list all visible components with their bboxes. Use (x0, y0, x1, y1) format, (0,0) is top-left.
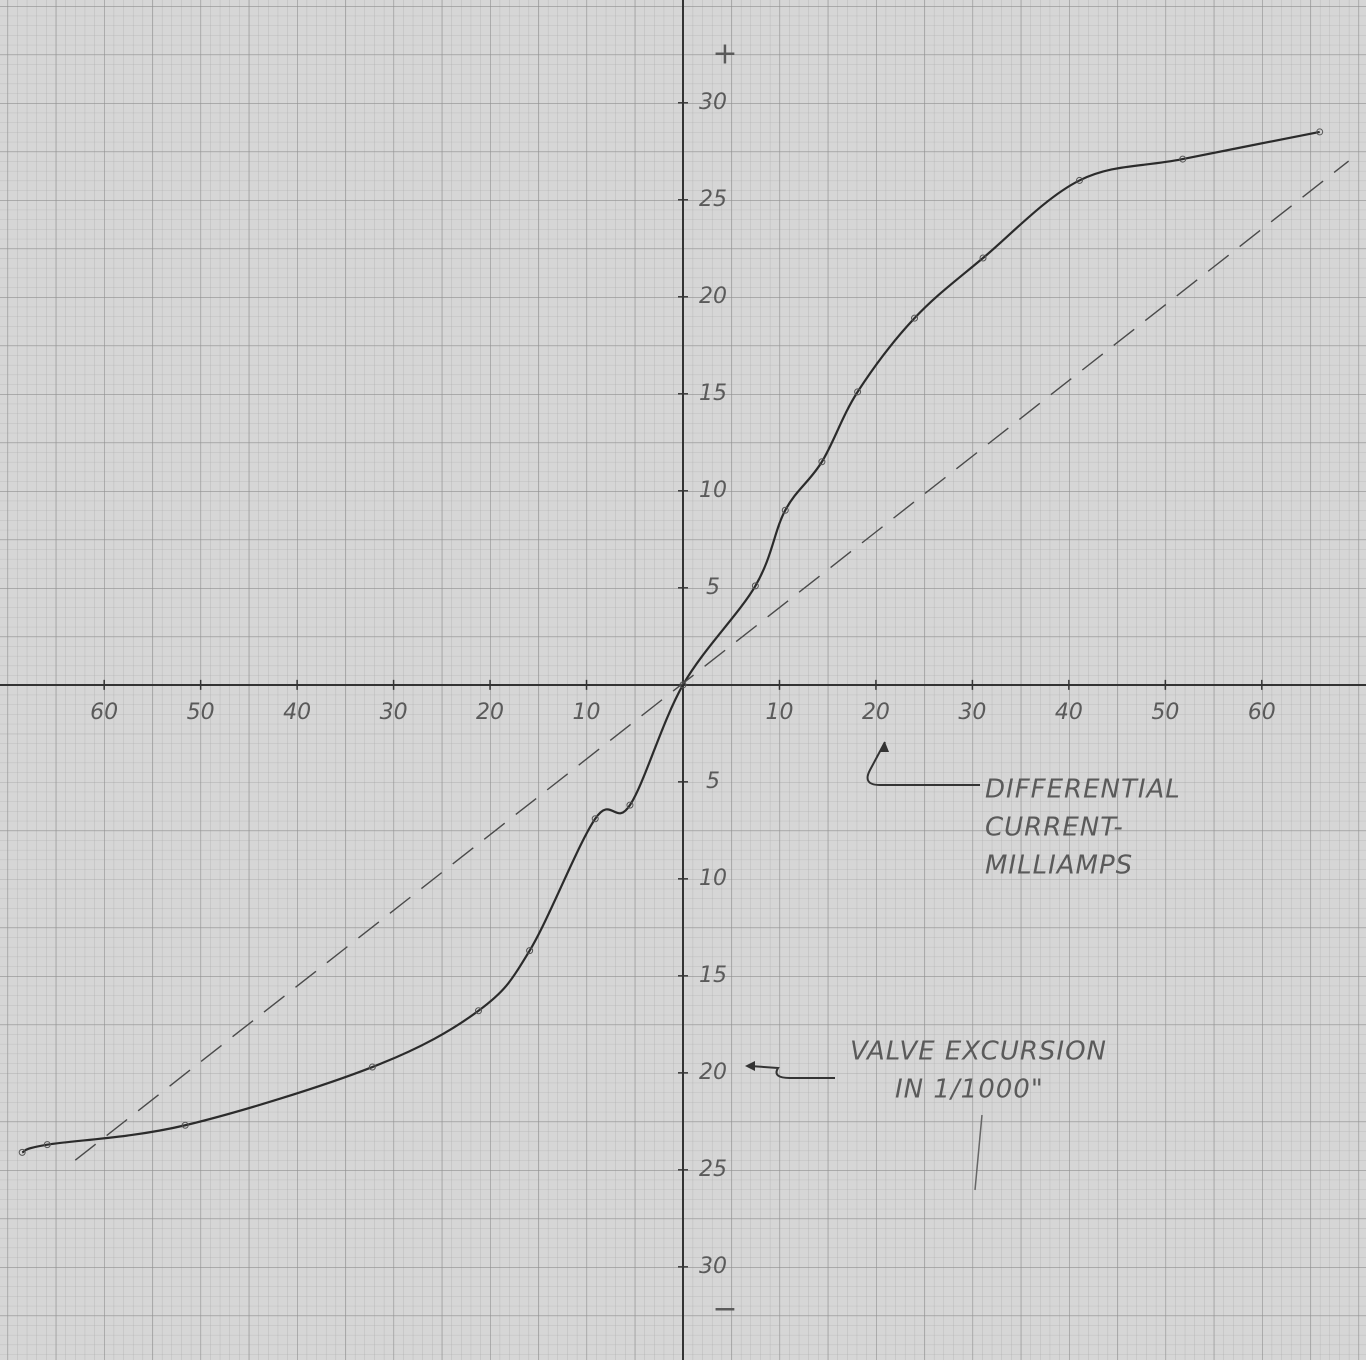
x-tick-label: 20 (476, 700, 504, 725)
y-tick-label: 25 (699, 187, 727, 212)
y-tick-label: 15 (699, 963, 727, 988)
annotation: MILLIAMPS (985, 851, 1133, 881)
x-tick-label: 30 (958, 700, 986, 725)
x-tick-label: 20 (862, 700, 890, 725)
y-tick-label: 30 (699, 1254, 727, 1279)
x-tick-label: 60 (1248, 700, 1276, 725)
x-tick-label: 10 (765, 700, 793, 725)
y-tick-label: 30 (699, 90, 727, 115)
x-tick-label: 60 (90, 700, 118, 725)
annotation: CURRENT- (985, 813, 1124, 843)
y-axis-minus: − (712, 1292, 737, 1327)
annotation: IN 1/1000" (895, 1075, 1044, 1105)
y-tick-label: 20 (699, 1060, 727, 1085)
page: 60 50 40 30 20 10 10 20 30 40 50 60 30 25 20 15 10 5 5 10 15… (0, 0, 1366, 1360)
x-tick-label: 30 (380, 700, 408, 725)
x-tick-label: 50 (187, 700, 215, 725)
y-tick-label: 25 (699, 1157, 727, 1182)
x-tick-label: 40 (1055, 700, 1083, 725)
y-tick-label: 15 (699, 381, 727, 406)
y-tick-label: 5 (706, 769, 720, 794)
y-tick-label: 5 (706, 575, 720, 600)
y-tick-label: 10 (699, 866, 727, 891)
y-tick-label: 10 (699, 478, 727, 503)
y-tick-label: 20 (699, 284, 727, 309)
x-tick-label: 40 (283, 700, 311, 725)
x-tick-label: 10 (573, 700, 601, 725)
annotation: VALVE EXCURSION (850, 1037, 1107, 1067)
x-tick-label: 50 (1151, 700, 1179, 725)
annotation: DIFFERENTIAL (985, 775, 1181, 805)
y-axis-plus: + (712, 37, 737, 72)
chart: 60 50 40 30 20 10 10 20 30 40 50 60 30 25 20 15 10 5 5 10 15… (0, 0, 1366, 1360)
